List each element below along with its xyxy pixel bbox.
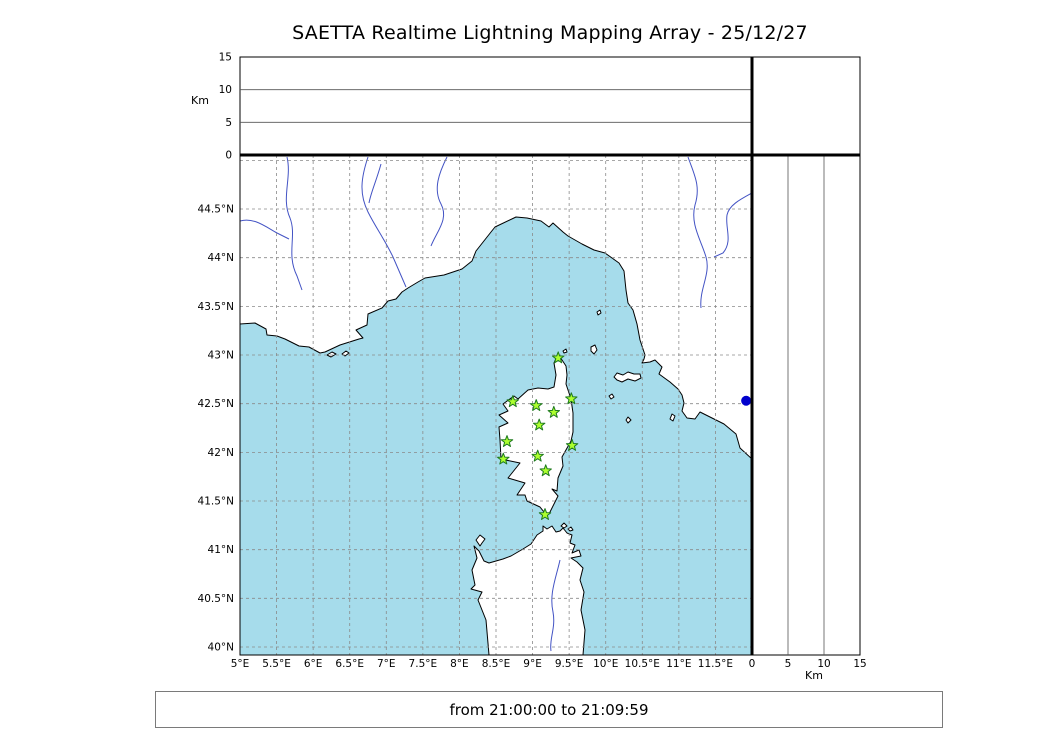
- time-range-bar: from 21:00:00 to 21:09:59: [155, 691, 943, 728]
- river: [240, 219, 290, 240]
- longitude-tick-label: 7.5°E: [409, 658, 438, 670]
- station-star: [565, 439, 579, 451]
- latitude-tick-label: 41.5°N: [198, 496, 234, 508]
- station-star: [500, 435, 514, 447]
- station-star: [538, 508, 552, 520]
- latitude-tick-label: 40.5°N: [198, 593, 234, 605]
- landmass-coastline: [613, 371, 642, 383]
- latitude-tick-label: 42.5°N: [198, 398, 234, 410]
- latitude-tick-label: 41°N: [208, 544, 234, 556]
- latitude-tick-label: 43°N: [208, 350, 234, 362]
- km-axis-label: Km: [805, 669, 823, 682]
- station-star: [497, 452, 510, 465]
- station-star: [552, 351, 565, 364]
- landmass-coastline: [470, 525, 586, 655]
- station-star: [506, 395, 519, 408]
- latitude-tick-label: 44°N: [208, 252, 234, 264]
- latitude-tick-label: 43.5°N: [198, 301, 234, 313]
- km-axis-label: Km: [191, 94, 209, 107]
- latitude-tick-label: 44.5°N: [198, 204, 234, 216]
- landmass-coastline: [240, 155, 752, 460]
- longitude-tick-label: 9°E: [523, 658, 542, 670]
- latitude-tick-label: 40°N: [208, 642, 234, 654]
- altitude-vs-longitude-panel: [239, 56, 753, 156]
- river: [550, 559, 561, 652]
- river: [687, 156, 708, 309]
- landmass-coastline: [498, 353, 574, 515]
- longitude-tick-label: 11°E: [666, 658, 691, 670]
- station-star: [539, 464, 552, 477]
- altitude-tick-label: 10: [219, 84, 232, 96]
- time-range-text: from 21:00:00 to 21:09:59: [449, 700, 649, 719]
- map-panel: [240, 155, 752, 655]
- longitude-tick-label: 5°E: [231, 658, 250, 670]
- river: [285, 156, 303, 291]
- event-dot: [741, 395, 752, 406]
- landmass-coastline: [669, 413, 676, 422]
- landmass-coastline: [625, 416, 632, 424]
- longitude-tick-label: 6°E: [304, 658, 323, 670]
- station-star: [565, 392, 578, 405]
- longitude-tick-label: 8°E: [450, 658, 469, 670]
- landmass-coastline: [608, 393, 615, 400]
- page-title: SAETTA Realtime Lightning Mapping Array …: [292, 22, 808, 44]
- landmass-coastline: [475, 534, 486, 547]
- altitude-tick-label: 0: [225, 150, 232, 162]
- altitude-tick-label: 0: [749, 658, 756, 670]
- longitude-tick-label: 8.5°E: [482, 658, 511, 670]
- longitude-tick-label: 6.5°E: [335, 658, 364, 670]
- station-star: [532, 418, 546, 431]
- altitude-tick-label: 5: [785, 658, 792, 670]
- river: [361, 156, 407, 288]
- landmass-coastline: [590, 344, 598, 355]
- station-star: [547, 405, 560, 418]
- corner-panel: [751, 56, 861, 156]
- longitude-tick-label: 10.5°E: [625, 658, 660, 670]
- altitude-tick-label: 15: [219, 52, 232, 64]
- altitude-tick-label: 15: [853, 658, 866, 670]
- longitude-tick-label: 5.5°E: [262, 658, 291, 670]
- river: [368, 163, 382, 204]
- river: [713, 192, 752, 258]
- longitude-tick-label: 11.5°E: [698, 658, 733, 670]
- landmass-coastline: [326, 351, 337, 358]
- figure-svg: 40°N 40.5°N 41°N 41.5°N 42°N 42.5°N 43°N 43.5°N…: [191, 52, 867, 683]
- landmass-coastline: [596, 309, 602, 316]
- longitude-tick-label: 9.5°E: [555, 658, 584, 670]
- station-star: [530, 399, 543, 411]
- longitude-tick-label: 10°E: [593, 658, 618, 670]
- longitude-tick-label: 7°E: [377, 658, 396, 670]
- landmass-coastline: [562, 348, 568, 354]
- altitude-vs-latitude-panel: [751, 154, 861, 656]
- latitude-tick-label: 42°N: [208, 447, 234, 459]
- station-star: [531, 449, 544, 462]
- river: [430, 156, 448, 247]
- altitude-tick-label: 10: [817, 658, 830, 670]
- landmass-coastline: [560, 522, 568, 529]
- altitude-tick-label: 5: [225, 117, 232, 129]
